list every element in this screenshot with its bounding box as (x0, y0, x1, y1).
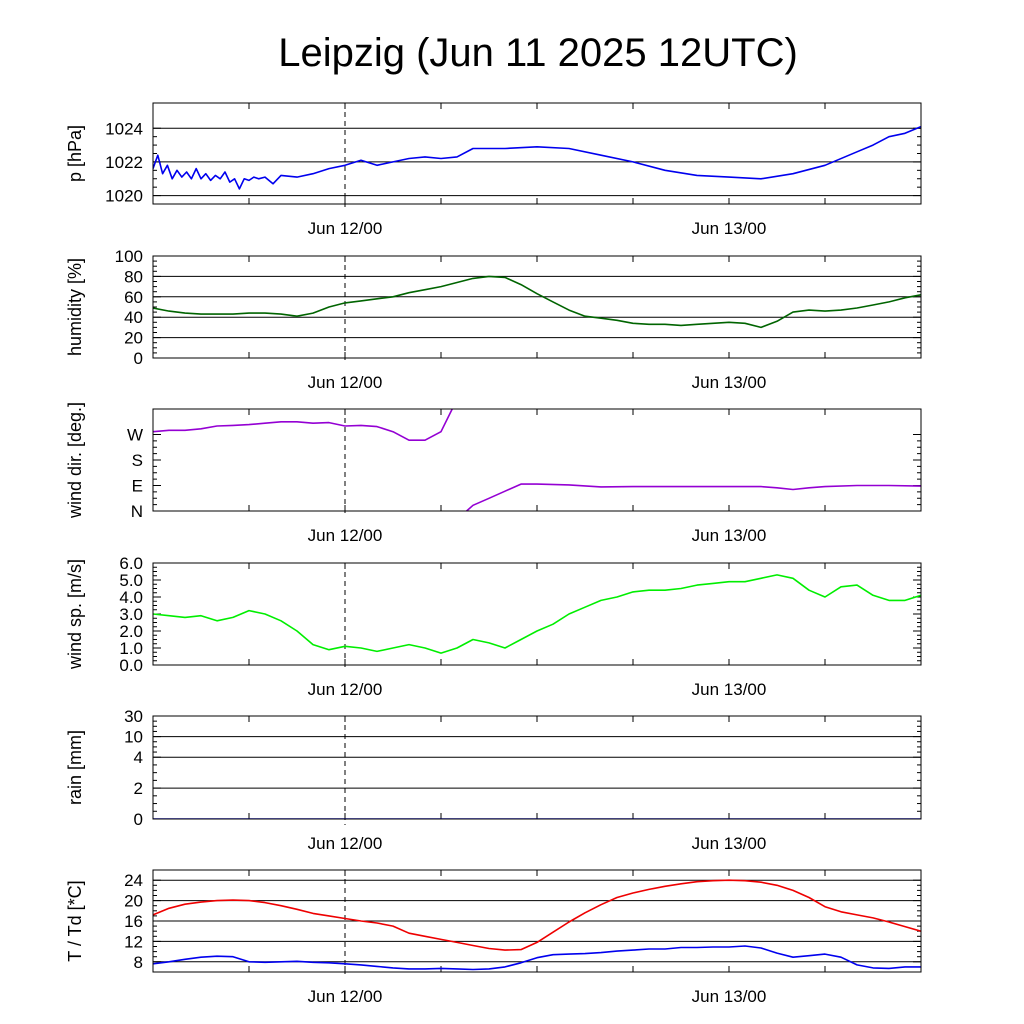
y-tick-label: 4.0 (119, 588, 143, 607)
x-tick-label: Jun 12/00 (308, 834, 383, 853)
x-tick-label: Jun 12/00 (308, 373, 383, 392)
y-axis-label: humidity [%] (65, 258, 85, 356)
y-tick-label: 60 (124, 288, 143, 307)
y-tick-label: E (132, 477, 143, 496)
x-tick-label: Jun 13/00 (692, 373, 767, 392)
x-tick-label: Jun 12/00 (308, 219, 383, 238)
y-tick-label: 16 (124, 912, 143, 931)
y-tick-label: 100 (115, 247, 143, 266)
x-tick-label: Jun 12/00 (308, 526, 383, 545)
y-tick-label: 10 (124, 728, 143, 747)
panel-pressure: 1020 1022 1024 p [hPa] Jun 12/00 Jun 13/00 (65, 102, 922, 238)
x-tick-label: Jun 12/00 (308, 987, 383, 1006)
y-tick-label: N (131, 502, 143, 521)
y-tick-label: 24 (124, 871, 143, 890)
series-line-temperature-1 (153, 945, 921, 971)
y-tick-label: 1020 (105, 187, 143, 206)
y-tick-label: 12 (124, 932, 143, 951)
plot-frame (152, 102, 922, 205)
series-line-wind_dir-0 (153, 409, 453, 441)
y-tick-label: 80 (124, 267, 143, 286)
x-tick-label: Jun 13/00 (692, 680, 767, 699)
y-axis-label: T / Td [*C] (65, 880, 85, 961)
chart-title: Leipzig (Jun 11 2025 12UTC) (278, 31, 798, 75)
plot-frame (152, 255, 922, 359)
y-tick-label: 0.0 (119, 656, 143, 675)
y-tick-label: W (127, 426, 143, 445)
y-tick-label: 20 (124, 329, 143, 348)
y-tick-label: 4 (134, 748, 143, 767)
series-line-temperature-0 (153, 879, 921, 951)
y-tick-label: 1022 (105, 153, 143, 172)
y-tick-label: 20 (124, 892, 143, 911)
y-axis-label: p [hPa] (65, 125, 85, 182)
panel-wind_speed: 0.01.02.03.04.05.06.0 wind sp. [m/s] Jun 1… (65, 554, 922, 699)
y-tick-label: 1024 (105, 119, 143, 138)
series-line-wind_dir-1 (466, 483, 921, 511)
y-axis-label: rain [mm] (65, 730, 85, 805)
series-line-wind_speed-0 (153, 574, 921, 654)
plot-frame (152, 562, 922, 666)
plot-frame (152, 715, 922, 820)
panel-rain: 0 2 410 30 rain [mm] Jun 12/00 Jun 13/00 (65, 707, 922, 853)
y-axis-label: wind sp. [m/s] (65, 559, 85, 670)
y-tick-label: 3.0 (119, 605, 143, 624)
y-tick-label: 1.0 (119, 639, 143, 658)
x-tick-label: Jun 13/00 (692, 834, 767, 853)
y-tick-label: 40 (124, 308, 143, 327)
y-axis-label: wind dir. [deg.] (65, 402, 85, 519)
plot-frame (152, 408, 922, 512)
x-tick-label: Jun 12/00 (308, 680, 383, 699)
y-tick-label: 2.0 (119, 622, 143, 641)
x-tick-label: Jun 13/00 (692, 526, 767, 545)
series-line-humidity-0 (153, 275, 921, 329)
series-line-pressure-0 (153, 125, 921, 190)
y-tick-label: S (132, 451, 143, 470)
y-tick-label: 6.0 (119, 554, 143, 573)
y-tick-label: 0 (134, 349, 143, 368)
x-tick-label: Jun 13/00 (692, 219, 767, 238)
y-tick-label: 30 (124, 707, 143, 726)
y-tick-label: 5.0 (119, 571, 143, 590)
x-tick-label: Jun 13/00 (692, 987, 767, 1006)
y-tick-label: 8 (134, 953, 143, 972)
plot-frame (152, 869, 922, 973)
y-tick-label: 0 (134, 810, 143, 829)
y-tick-label: 2 (134, 779, 143, 798)
